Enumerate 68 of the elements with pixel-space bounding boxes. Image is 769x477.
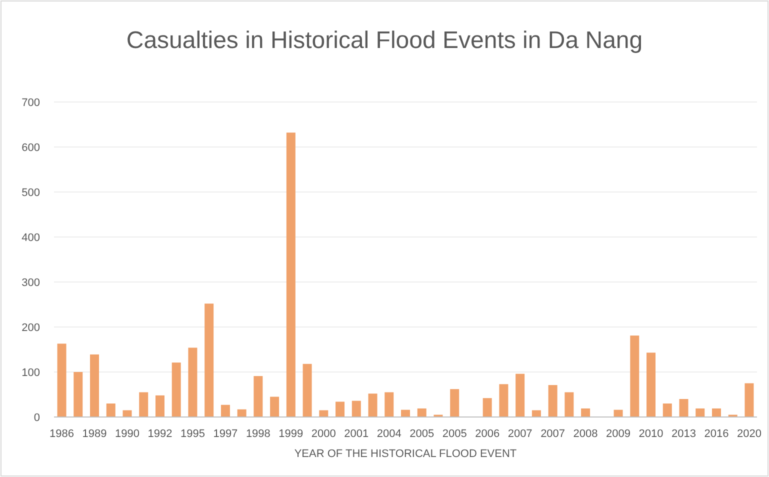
bar (516, 374, 525, 417)
bar (172, 362, 181, 417)
bar (646, 352, 656, 417)
x-tick-label: 2007 (540, 428, 566, 440)
bar (614, 410, 623, 417)
y-tick-label: 300 (22, 276, 40, 289)
x-tick-label: 1990 (115, 428, 140, 440)
y-tick-label: 400 (22, 232, 40, 244)
x-tick-label: 2000 (311, 428, 336, 440)
x-tick-label: 1998 (246, 428, 270, 440)
bar (499, 384, 508, 417)
x-tick-label: 2005 (442, 428, 467, 440)
bar (564, 392, 574, 417)
y-tick-label: 200 (22, 322, 40, 334)
x-tick-label: 2008 (573, 428, 598, 440)
x-tick-label: 1992 (148, 428, 172, 440)
x-tick-label: 1989 (82, 428, 107, 440)
bar (204, 304, 214, 417)
y-tick-label: 0 (34, 412, 40, 424)
x-tick-label: 2016 (704, 428, 729, 440)
bar (188, 348, 198, 417)
bar (662, 404, 672, 417)
y-tick-label: 600 (22, 142, 40, 154)
x-tick-label: 2007 (508, 428, 532, 440)
bar (630, 336, 640, 417)
bar (696, 408, 705, 417)
chart-title: Casualties in Historical Flood Events in Da Nang (126, 27, 643, 54)
x-tick-label: 2020 (736, 428, 762, 440)
x-tick-label: 2010 (638, 428, 664, 440)
bar (139, 392, 148, 417)
bar (679, 399, 688, 417)
bar (712, 408, 721, 417)
bar (155, 395, 164, 417)
bar (384, 392, 394, 417)
x-tick-label: 2009 (606, 428, 631, 440)
x-tick-label: 1986 (50, 428, 74, 440)
x-tick-label: 2004 (376, 428, 402, 440)
bar (336, 402, 345, 417)
x-tick-label: 2001 (344, 428, 369, 440)
bar (237, 409, 246, 417)
x-tick-label: 2013 (672, 428, 696, 440)
bar (90, 354, 100, 417)
bar (286, 132, 296, 417)
bar (417, 408, 426, 417)
x-tick-label: 1999 (278, 428, 304, 440)
bar (74, 372, 83, 417)
bar (401, 410, 410, 417)
x-tick-label: 2005 (410, 428, 434, 440)
bar (450, 389, 460, 417)
bar (254, 376, 263, 417)
bar (220, 404, 230, 417)
x-tick-label: 1995 (180, 428, 205, 440)
x-tick-label: 1997 (213, 428, 238, 440)
bar (302, 364, 312, 417)
x-axis-title: YEAR OF THE HISTORICAL FLOOD EVENT (294, 448, 517, 460)
y-tick-label: 700 (22, 96, 40, 109)
bar (352, 400, 361, 417)
bar (482, 398, 492, 417)
bar (106, 404, 116, 417)
y-tick-label: 500 (22, 186, 40, 199)
y-tick-label: 100 (22, 366, 40, 379)
bar (270, 396, 280, 417)
bar (744, 383, 754, 417)
bar (57, 344, 66, 417)
bar (581, 408, 590, 417)
bar (548, 385, 558, 417)
bar (368, 394, 378, 417)
x-tick-label: 2006 (475, 428, 500, 440)
